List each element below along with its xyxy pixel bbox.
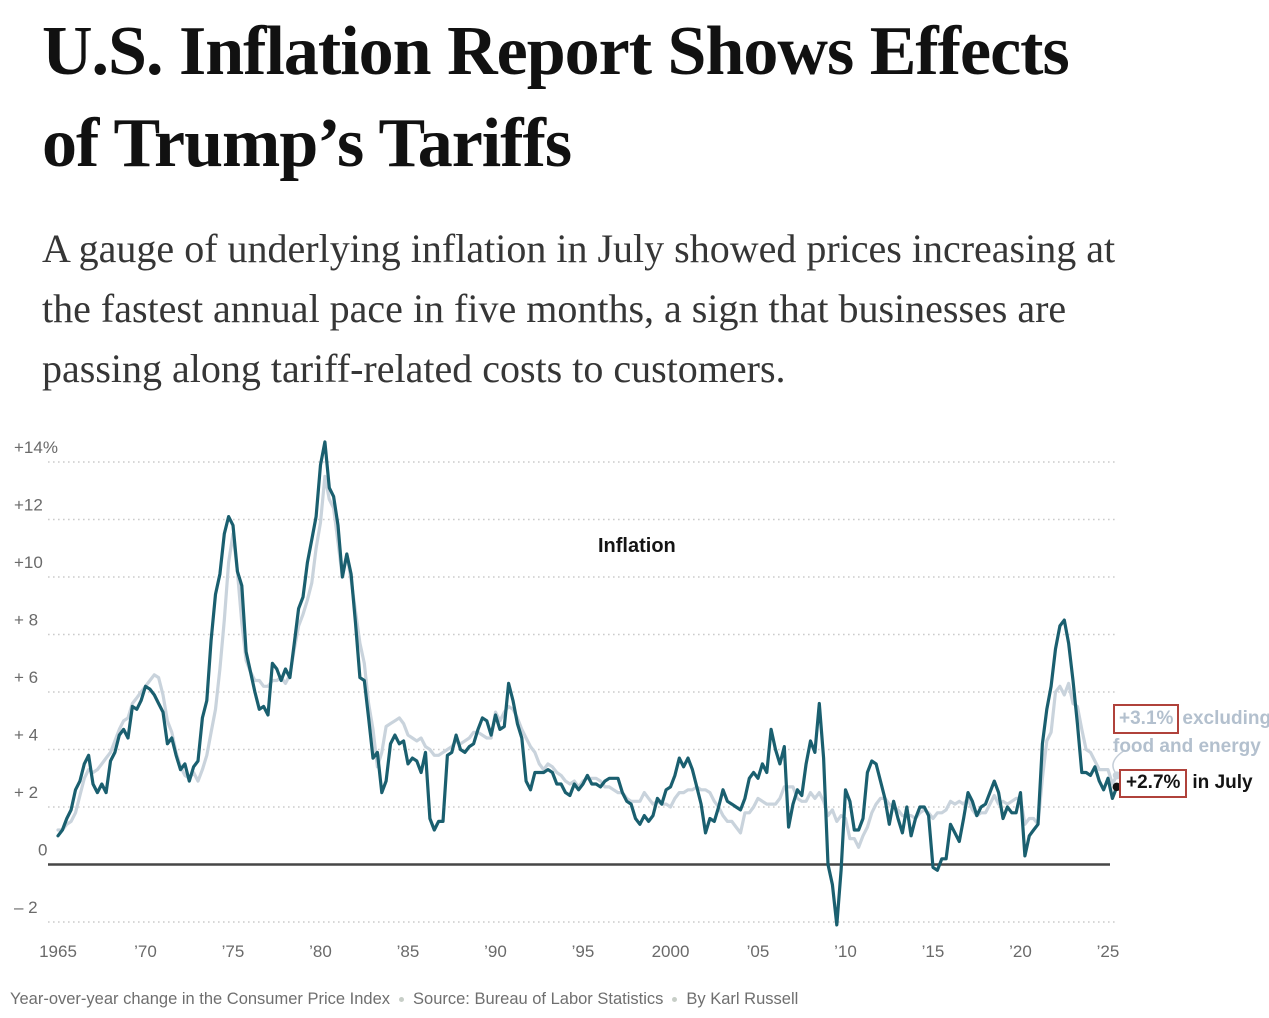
- x-tick-label: ’70: [134, 942, 157, 961]
- headline-value-box: +2.7%: [1119, 769, 1188, 798]
- chart-byline: By Karl Russell: [686, 990, 799, 1008]
- separator-dot-icon: [399, 997, 405, 1002]
- y-tick-label: +12: [14, 496, 43, 515]
- x-tick-label: ’10: [834, 942, 857, 961]
- core-end-dot: [1112, 771, 1121, 780]
- x-tick-label: ’20: [1009, 942, 1032, 961]
- chart-note: Year-over-year change in the Consumer Pr…: [10, 990, 391, 1008]
- annotation-core-line1: +3.1% excluding: [1113, 704, 1269, 734]
- core-value-box: +3.1%: [1113, 704, 1180, 734]
- y-tick-label: + 6: [14, 668, 38, 687]
- x-tick-label: ’95: [572, 942, 595, 961]
- separator-dot-icon: [672, 997, 678, 1002]
- inflation-line-chart: +14% +12 +10 + 8 + 6 + 4 + 2 0 – 2 1965 ’70 ’75 ’80 ’…: [14, 438, 1126, 961]
- y-tick-label: + 8: [14, 611, 38, 630]
- headline-line-1: U.S. Inflation Report Shows Effects: [42, 13, 1070, 90]
- y-tick-label: – 2: [14, 898, 38, 917]
- x-tick-label: ’75: [222, 942, 245, 961]
- core-annotation-leader-line: [1112, 749, 1126, 773]
- summary-line-2: the fastest annual pace in five months, …: [42, 286, 1067, 331]
- y-tick-label: + 4: [14, 726, 38, 745]
- chart-source: Source: Bureau of Labor Statistics: [413, 990, 664, 1008]
- article-summary: A gauge of underlying inflation in July …: [42, 219, 1115, 399]
- core-label-word1: excluding: [1182, 708, 1269, 729]
- x-tick-label: ’90: [484, 942, 507, 961]
- y-tick-label: +10: [14, 553, 43, 572]
- y-tick-label: +14%: [14, 438, 58, 457]
- headline-line-2: of Trump’s Tariffs: [42, 105, 572, 182]
- page-title: U.S. Inflation Report Shows Effects of T…: [42, 6, 1070, 190]
- series-label-inflation: Inflation: [598, 535, 676, 557]
- y-tick-label: + 2: [14, 783, 38, 802]
- core-cpi-line: [56, 474, 1119, 849]
- x-tick-label: ’80: [309, 942, 332, 961]
- x-tick-label: ’25: [1097, 942, 1120, 961]
- x-tick-label: 2000: [652, 942, 690, 961]
- headline-cpi-line: [56, 440, 1119, 927]
- headline-end-dot: [1112, 782, 1121, 792]
- chart-credits: Year-over-year change in the Consumer Pr…: [10, 990, 798, 1009]
- summary-line-3: passing along tariff-related costs to cu…: [42, 346, 786, 391]
- x-tick-label: ’05: [747, 942, 770, 961]
- y-tick-label: 0: [38, 841, 47, 860]
- summary-line-1: A gauge of underlying inflation in July …: [42, 226, 1116, 271]
- annotation-headline-cpi: +2.7% in July: [1119, 769, 1253, 798]
- x-tick-label: ’15: [922, 942, 945, 961]
- x-tick-label: 1965: [39, 942, 77, 961]
- x-tick-label: ’85: [397, 942, 420, 961]
- annotation-core-cpi: +3.1% excluding food and energy: [1113, 704, 1269, 759]
- headline-value-label: in July: [1192, 772, 1253, 793]
- core-label-line2: food and energy: [1113, 736, 1261, 757]
